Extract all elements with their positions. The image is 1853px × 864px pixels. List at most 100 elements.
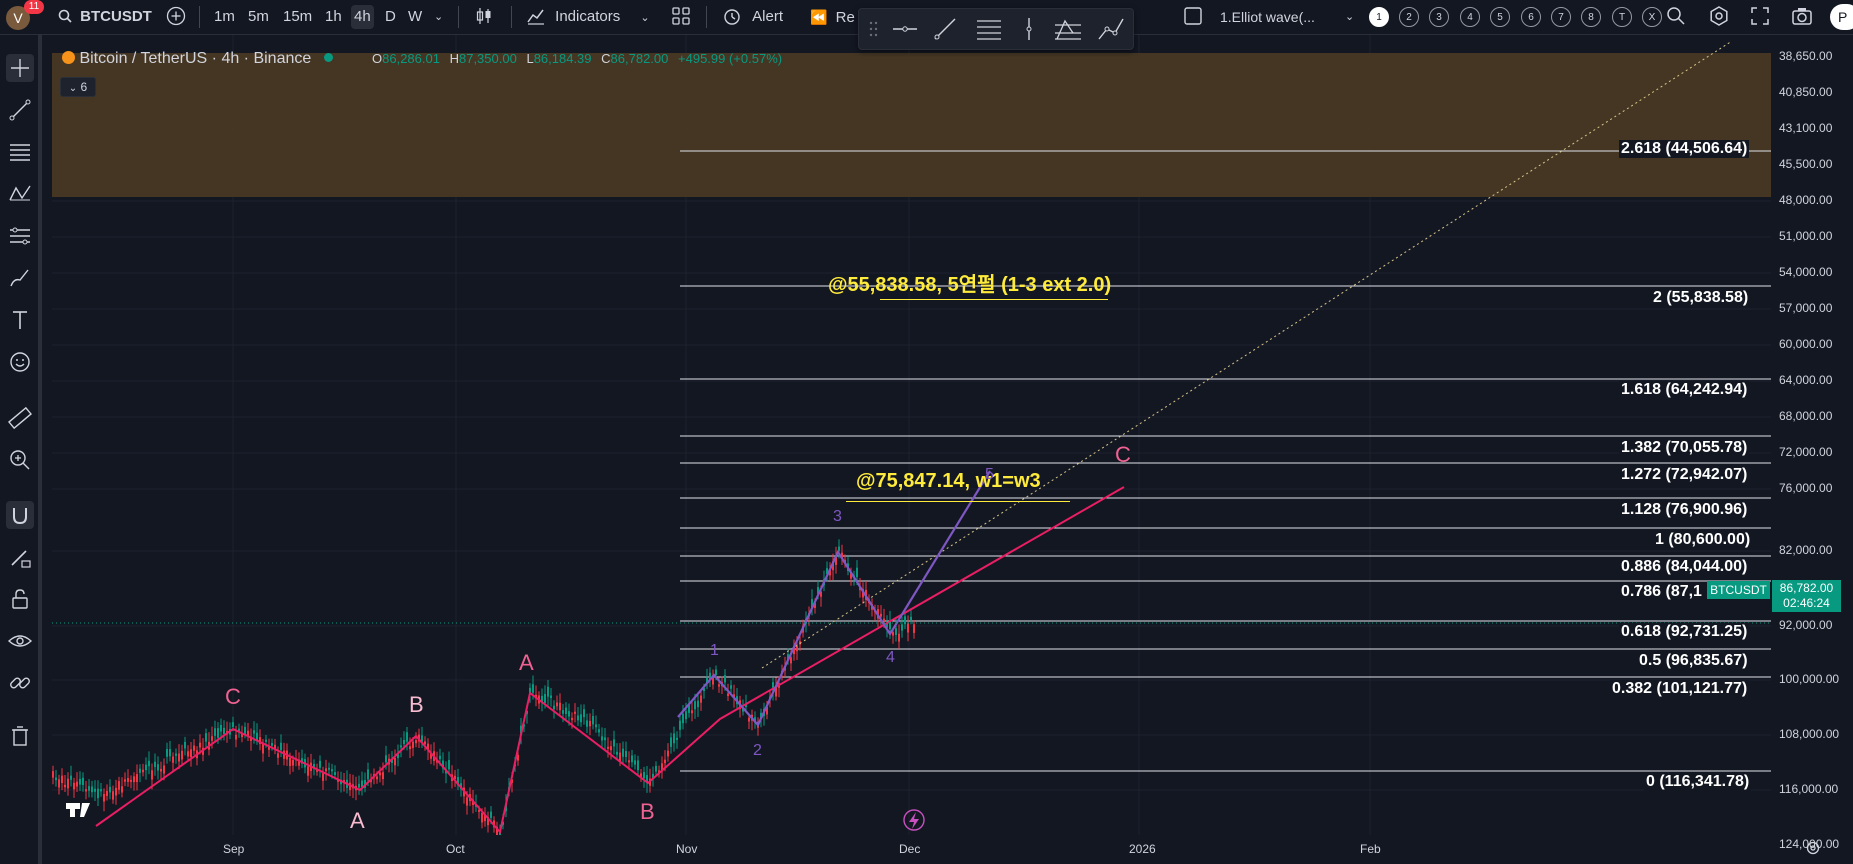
candle	[199, 742, 201, 748]
price-axis-label: 51,000.00	[1779, 229, 1833, 243]
alert-button[interactable]: Alert	[722, 5, 783, 29]
wave-label-1[interactable]: 1	[710, 642, 719, 659]
target-note-1[interactable]: @55,838.58, 5연펄 (1-3 ext 2.0)	[828, 274, 1112, 296]
wave-button-t[interactable]: T	[1612, 7, 1632, 27]
candle	[718, 684, 720, 687]
candle	[205, 733, 207, 742]
candle	[646, 774, 648, 784]
ruler-icon[interactable]	[6, 404, 34, 432]
horizontal-ray-icon[interactable]	[893, 26, 917, 32]
templates-button[interactable]	[671, 5, 691, 29]
wave-button-x[interactable]: X	[1642, 7, 1662, 27]
current-price-value: 86,782.00	[1779, 581, 1834, 595]
layout-name[interactable]: 1.Elliot wave(...	[1220, 9, 1315, 25]
wave-button-4[interactable]: 4	[1460, 7, 1480, 27]
drag-handle-icon[interactable]	[869, 21, 878, 37]
wave-button-7[interactable]: 7	[1551, 7, 1571, 27]
forecast-icon[interactable]	[6, 222, 34, 250]
wave-button-6[interactable]: 6	[1521, 7, 1541, 27]
replay-button[interactable]: ⏪ Re	[810, 5, 855, 29]
lock-pencil-icon[interactable]	[6, 543, 34, 571]
wave-label-5[interactable]: 5	[985, 466, 994, 483]
candle	[592, 715, 594, 725]
magnet-icon[interactable]	[6, 501, 34, 529]
notification-badge[interactable]: 11	[24, 0, 44, 14]
wave-label-2[interactable]: 2	[753, 742, 762, 759]
wave-button-1[interactable]: 1	[1369, 7, 1389, 27]
pattern-icon[interactable]	[6, 180, 34, 208]
symbol-search[interactable]: BTCUSDT	[58, 5, 152, 29]
wave-label-c1[interactable]: C	[225, 684, 241, 709]
time-axis-label: Feb	[1360, 842, 1381, 856]
settings-button[interactable]	[1708, 5, 1730, 29]
search-tools-button[interactable]	[1665, 5, 1687, 29]
fib-tool-icon[interactable]	[977, 20, 1001, 40]
interval-1m[interactable]: 1m	[214, 8, 235, 25]
candle	[910, 616, 912, 621]
candle	[604, 737, 606, 741]
lightning-icon[interactable]	[903, 809, 925, 831]
price-chart[interactable]	[52, 35, 1771, 835]
zoom-in-icon[interactable]	[6, 446, 34, 474]
candle	[904, 616, 906, 625]
trend-line-icon[interactable]	[6, 96, 34, 124]
time-axis[interactable]: Sep Oct Nov Dec 2026 Feb	[52, 836, 1771, 864]
interval-5m[interactable]: 5m	[248, 8, 269, 25]
trash-icon[interactable]	[6, 722, 34, 750]
emoji-icon[interactable]	[6, 348, 34, 376]
link-icon[interactable]	[6, 669, 34, 697]
interval-4h[interactable]: 4h	[351, 5, 374, 29]
target-note-2[interactable]: @75,847.14, w1=w3	[856, 470, 1041, 492]
indicators-collapse-toggle[interactable]: ⌄ 6	[60, 77, 96, 97]
legend-title: Bitcoin / TetherUS · 4h · Binance	[79, 50, 312, 67]
layout-selector[interactable]	[1183, 5, 1203, 29]
candle	[550, 695, 552, 699]
wave-button-3[interactable]: 3	[1429, 7, 1449, 27]
wave-button-2[interactable]: 2	[1399, 7, 1419, 27]
crosshair-icon[interactable]	[6, 54, 34, 82]
wave-label-a1[interactable]: A	[350, 808, 365, 833]
candle	[583, 709, 585, 718]
wave-label-c2[interactable]: C	[1115, 442, 1131, 467]
indicators-button[interactable]: Indicators ⌄	[526, 5, 650, 29]
wave-label-3[interactable]: 3	[833, 508, 842, 525]
symbol-legend[interactable]: Bitcoin / TetherUS · 4h · Binance	[62, 48, 333, 70]
wave-label-b1[interactable]: B	[409, 692, 424, 717]
candle	[580, 714, 582, 723]
candle	[427, 743, 429, 751]
interval-w[interactable]: W	[408, 8, 423, 25]
path-tool-icon[interactable]	[1098, 18, 1124, 40]
lock-icon[interactable]	[6, 585, 34, 613]
avatar-letter: V	[13, 10, 23, 26]
interval-15m[interactable]: 15m	[283, 8, 313, 25]
axis-settings-gear-icon[interactable]	[1805, 840, 1821, 861]
price-axis-label: 82,000.00	[1779, 543, 1833, 557]
layout-chevron-down-icon[interactable]: ⌄	[1345, 11, 1355, 23]
profile-button[interactable]: P	[1830, 4, 1853, 30]
candle	[124, 779, 126, 782]
brush-icon[interactable]	[6, 264, 34, 292]
interval-dropdown-chevron-icon[interactable]: ⌄	[434, 11, 444, 23]
compare-symbol-button[interactable]	[166, 5, 186, 29]
vertical-line-icon[interactable]	[1026, 18, 1032, 40]
snapshot-button[interactable]	[1791, 5, 1813, 29]
magnifier-icon	[1667, 7, 1685, 25]
wave-button-5[interactable]: 5	[1490, 7, 1510, 27]
price-axis[interactable]: 38,650.00 40,850.00 43,100.00 45,500.00 48,0…	[1771, 35, 1853, 851]
chart-type-button[interactable]	[474, 5, 494, 29]
divider	[458, 6, 459, 28]
interval-d[interactable]: D	[385, 8, 396, 25]
fullscreen-button[interactable]	[1750, 5, 1770, 29]
trend-line-tool-icon[interactable]	[934, 18, 956, 40]
candle	[172, 756, 174, 763]
fib-extension-icon[interactable]	[1055, 19, 1081, 40]
wave-button-8[interactable]: 8	[1581, 7, 1601, 27]
text-icon[interactable]	[6, 306, 34, 334]
interval-1h[interactable]: 1h	[325, 8, 342, 25]
candle	[148, 760, 150, 767]
eye-icon[interactable]	[6, 627, 34, 655]
wave-label-a2[interactable]: A	[519, 650, 534, 675]
wave-label-b2[interactable]: B	[640, 799, 655, 824]
wave-label-4[interactable]: 4	[886, 649, 895, 666]
fib-retracement-icon[interactable]	[6, 138, 34, 166]
